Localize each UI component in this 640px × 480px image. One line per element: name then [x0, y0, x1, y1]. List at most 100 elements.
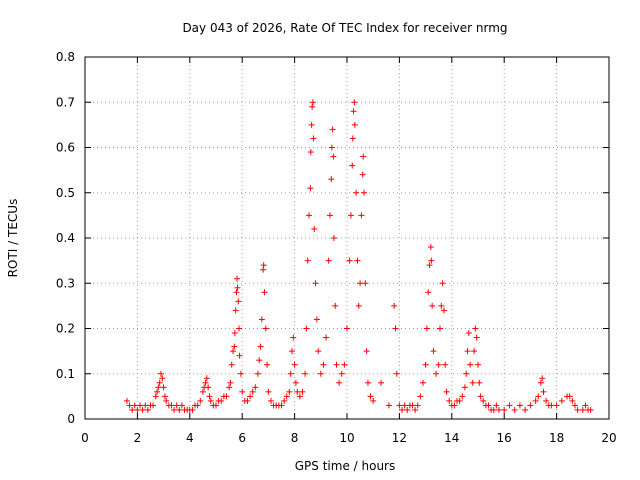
- data-point: [262, 325, 269, 332]
- data-point: [435, 361, 442, 368]
- data-point: [287, 370, 294, 377]
- data-point: [234, 284, 241, 291]
- data-point: [290, 334, 297, 341]
- data-point: [144, 406, 151, 413]
- data-point: [362, 280, 369, 287]
- data-point: [134, 406, 141, 413]
- data-point: [459, 393, 466, 400]
- data-point: [349, 162, 356, 169]
- data-point: [328, 176, 335, 183]
- data-point: [254, 370, 261, 377]
- data-point: [493, 402, 500, 409]
- data-point: [226, 384, 233, 391]
- data-point: [527, 402, 534, 409]
- data-point: [361, 189, 368, 196]
- data-point: [286, 388, 293, 395]
- data-point: [363, 348, 370, 355]
- data-point: [233, 289, 240, 296]
- data-point: [456, 397, 463, 404]
- data-point: [353, 189, 360, 196]
- data-point: [336, 379, 343, 386]
- data-point: [414, 402, 421, 409]
- data-point: [223, 393, 230, 400]
- data-point: [582, 402, 589, 409]
- data-point: [236, 352, 243, 359]
- data-point: [257, 343, 264, 350]
- data-point: [199, 388, 206, 395]
- data-point: [264, 361, 271, 368]
- data-point: [543, 397, 550, 404]
- data-point: [218, 397, 225, 404]
- data-point: [396, 402, 403, 409]
- data-point: [446, 397, 453, 404]
- data-point: [344, 325, 350, 332]
- data-point: [367, 393, 374, 400]
- data-point: [357, 280, 364, 287]
- data-point: [569, 397, 576, 404]
- data-point: [412, 406, 419, 413]
- data-point: [323, 334, 330, 341]
- data-point: [442, 361, 449, 368]
- x-tick-label: 2: [134, 431, 142, 445]
- data-point: [309, 103, 316, 110]
- data-point: [392, 325, 399, 332]
- data-point: [239, 388, 246, 395]
- x-tick-label: 12: [392, 431, 407, 445]
- data-point: [202, 379, 209, 386]
- data-point: [137, 402, 144, 409]
- data-point: [268, 397, 275, 404]
- data-point: [244, 397, 251, 404]
- data-point: [332, 302, 339, 309]
- data-point: [157, 370, 164, 377]
- data-point: [364, 379, 371, 386]
- data-point: [476, 379, 483, 386]
- data-point: [213, 402, 219, 409]
- data-point: [341, 361, 348, 368]
- data-point: [422, 361, 429, 368]
- x-axis-ticks: 0 2 4 6 8 10 12 14 16 18 20: [81, 57, 617, 445]
- data-point: [163, 397, 170, 404]
- data-point: [522, 406, 529, 413]
- data-point: [197, 397, 204, 404]
- data-point: [252, 384, 259, 391]
- data-point: [328, 144, 335, 151]
- data-point: [495, 406, 502, 413]
- data-point: [558, 397, 565, 404]
- data-point: [566, 393, 573, 400]
- data-point: [139, 406, 146, 413]
- data-point: [330, 153, 337, 160]
- data-point: [440, 307, 447, 314]
- y-tick-label: 0.5: [56, 186, 75, 200]
- y-tick-label: 0.7: [56, 95, 75, 109]
- data-point: [370, 397, 377, 404]
- y-tick-label: 0.1: [56, 367, 75, 381]
- data-point: [346, 257, 353, 264]
- data-point: [471, 348, 478, 355]
- data-point: [296, 393, 303, 400]
- data-point: [548, 402, 555, 409]
- data-point: [439, 280, 446, 287]
- data-point: [351, 99, 358, 106]
- data-point: [168, 402, 175, 409]
- data-point: [278, 402, 285, 409]
- x-axis-label: GPS time / hours: [295, 459, 396, 473]
- data-point: [302, 370, 309, 377]
- data-point: [399, 406, 406, 413]
- data-point: [303, 325, 310, 332]
- data-point: [433, 370, 440, 377]
- data-point: [347, 212, 354, 219]
- data-point: [189, 406, 196, 413]
- data-point: [473, 334, 480, 341]
- data-point: [437, 325, 444, 332]
- x-tick-label: 8: [291, 431, 299, 445]
- data-point: [313, 316, 320, 323]
- y-axis-ticks: 0 0.1 0.2 0.3 0.4 0.5 0.6 0.7 0.8: [56, 50, 609, 426]
- data-point: [315, 348, 322, 355]
- data-point: [438, 302, 445, 309]
- data-point: [429, 302, 436, 309]
- data-point: [260, 262, 267, 269]
- data-point: [409, 402, 416, 409]
- data-point: [178, 402, 185, 409]
